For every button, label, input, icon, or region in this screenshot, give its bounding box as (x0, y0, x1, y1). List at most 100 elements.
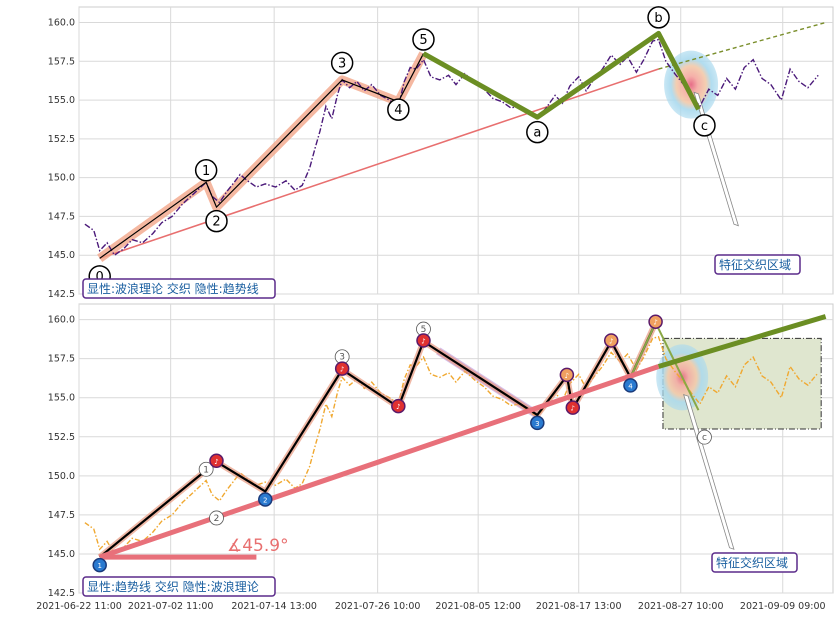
extension-leg (654, 322, 700, 411)
y-tick-label: 155.0 (48, 95, 75, 106)
shadow-label-1: 1 (203, 465, 209, 475)
wave-label-4: 4 (394, 103, 402, 118)
top-y-axis: 142.5 145.0 147.5 150.0 152.5 155.0 157.5 160.0 (48, 18, 75, 300)
shadow-label-2: 2 (214, 514, 220, 524)
top-grid (78, 7, 833, 295)
x-tick-label: 2021-07-02 11:00 (128, 601, 214, 612)
y-tick-label: 157.5 (48, 56, 75, 67)
trend-extension (657, 314, 827, 369)
zigzag-marker-tag: 2 (263, 496, 267, 504)
zigzag-marker-tag: 4 (628, 382, 633, 390)
wave-marker-4 (387, 98, 410, 121)
top-plot-layer: 0 1 2 3 4 5 a b c (84, 6, 826, 288)
zigzag-marker (416, 333, 431, 348)
wave-label-1: 1 (202, 164, 210, 179)
y-tick-label: 142.5 (48, 588, 75, 599)
zigzag-marker-tag: ♪ (609, 337, 613, 345)
top-legend: 显性:波浪理论 交织 隐性:趋势线 (82, 278, 276, 299)
bottom-plot-layer: 1 2 3 5 c 1 ♪ 2 ♪ ♪ ♪ 3 ♪ ♪ ♪ 4 ♪ (84, 314, 827, 573)
wave-label-a: a (533, 126, 541, 141)
zigzag-marker (648, 314, 663, 329)
wave-label-5: 5 (419, 33, 427, 48)
top-region-label: 特征交织区域 (714, 254, 801, 275)
zigzag-marker-tag: ♪ (396, 403, 400, 411)
bottom-region-label: 特征交织区域 (711, 552, 798, 573)
wave-marker-a (526, 120, 549, 144)
zigzag-marker (92, 557, 107, 573)
zigzag-marker (559, 367, 575, 383)
y-tick-label: 147.5 (48, 211, 75, 222)
shadow-marker-c (697, 429, 712, 445)
y-tick-label: 160.0 (48, 18, 75, 29)
wave-label-3: 3 (338, 56, 346, 71)
zigzag-marker (258, 492, 273, 507)
zigzag-marker-tag: ♪ (421, 337, 425, 345)
wave-label-c: c (701, 119, 708, 134)
top-panel (78, 6, 834, 295)
y-tick-label: 145.0 (48, 549, 75, 560)
wave-line (99, 53, 425, 259)
bottom-legend-text: 显性:趋势线 交织 隐性:波浪理论 (87, 579, 259, 594)
zigzag-marker (391, 398, 406, 414)
zigzag-marker-tag: ♪ (214, 458, 218, 466)
bottom-legend: 显性:趋势线 交织 隐性:波浪理论 (82, 576, 276, 597)
zigzag-marker (209, 453, 224, 469)
y-tick-label: 150.0 (48, 471, 75, 482)
y-tick-label: 147.5 (48, 510, 75, 521)
wave-marker-2 (205, 209, 228, 233)
x-tick-label: 2021-06-22 11:00 (36, 601, 122, 612)
wave-label-b: b (654, 11, 662, 26)
shadow-label-3: 3 (339, 353, 345, 363)
zigzag-marker (334, 361, 350, 376)
shadow-marker-1 (198, 461, 214, 477)
zigzag-marker-tag: ♪ (565, 372, 569, 380)
wave-label-2: 2 (212, 215, 220, 230)
shadow-label-c: c (702, 433, 707, 443)
bottom-grid (78, 304, 833, 594)
zigzag-marker-tag: ♪ (340, 366, 344, 374)
x-axis: 2021-06-22 11:00 2021-07-02 11:00 2021-07-… (36, 601, 825, 612)
angle-label: ∡45.9° (227, 536, 289, 556)
trend-extension (658, 21, 826, 70)
wave-marker-1 (194, 159, 218, 182)
zigzag-marker-tag: ♪ (653, 319, 657, 327)
bottom-region-text: 特征交织区域 (716, 555, 788, 570)
y-tick-label: 145.0 (48, 250, 75, 261)
y-tick-label: 142.5 (48, 289, 75, 300)
zigzag-line (99, 322, 657, 558)
region-pointer (683, 393, 735, 550)
x-tick-label: 2021-09-09 09:00 (740, 601, 826, 612)
y-tick-label: 152.5 (48, 432, 75, 443)
correction-wave (422, 30, 701, 120)
zigzag-marker (623, 378, 638, 393)
x-tick-label: 2021-08-05 12:00 (435, 601, 521, 612)
zigzag-marker-tag: 3 (535, 420, 539, 428)
zigzag-marker (565, 400, 581, 415)
y-tick-label: 157.5 (48, 354, 75, 365)
x-tick-label: 2021-08-27 10:00 (638, 601, 724, 612)
top-legend-text: 显性:波浪理论 交织 隐性:趋势线 (87, 281, 259, 296)
extension-leg (629, 322, 657, 378)
top-region-text: 特征交织区域 (719, 257, 791, 272)
y-tick-label: 155.0 (48, 393, 75, 404)
wave-label-0: 0 (96, 270, 104, 285)
wave-marker-b (647, 6, 670, 29)
shadow-marker-2 (209, 510, 224, 526)
x-tick-label: 2021-08-17 13:00 (536, 601, 622, 612)
zigzag-marker (530, 415, 545, 431)
shadow-label-5: 5 (421, 325, 427, 335)
wave-marker-3 (330, 51, 354, 75)
zigzag-marker (603, 333, 619, 348)
y-tick-label: 160.0 (48, 315, 75, 326)
trend-line (98, 364, 660, 560)
wave-marker-c (693, 114, 716, 137)
y-tick-label: 152.5 (48, 134, 75, 145)
bottom-y-axis: 142.5 145.0 147.5 150.0 152.5 155.0 157.5 160.0 (48, 315, 75, 599)
zigzag-marker-tag: 1 (97, 562, 101, 570)
x-tick-label: 2021-07-14 13:00 (231, 601, 317, 612)
y-tick-label: 150.0 (48, 173, 75, 184)
x-tick-label: 2021-07-26 10:00 (335, 601, 421, 612)
zigzag-marker-tag: ♪ (571, 405, 575, 413)
wave-marker-5 (412, 28, 435, 51)
